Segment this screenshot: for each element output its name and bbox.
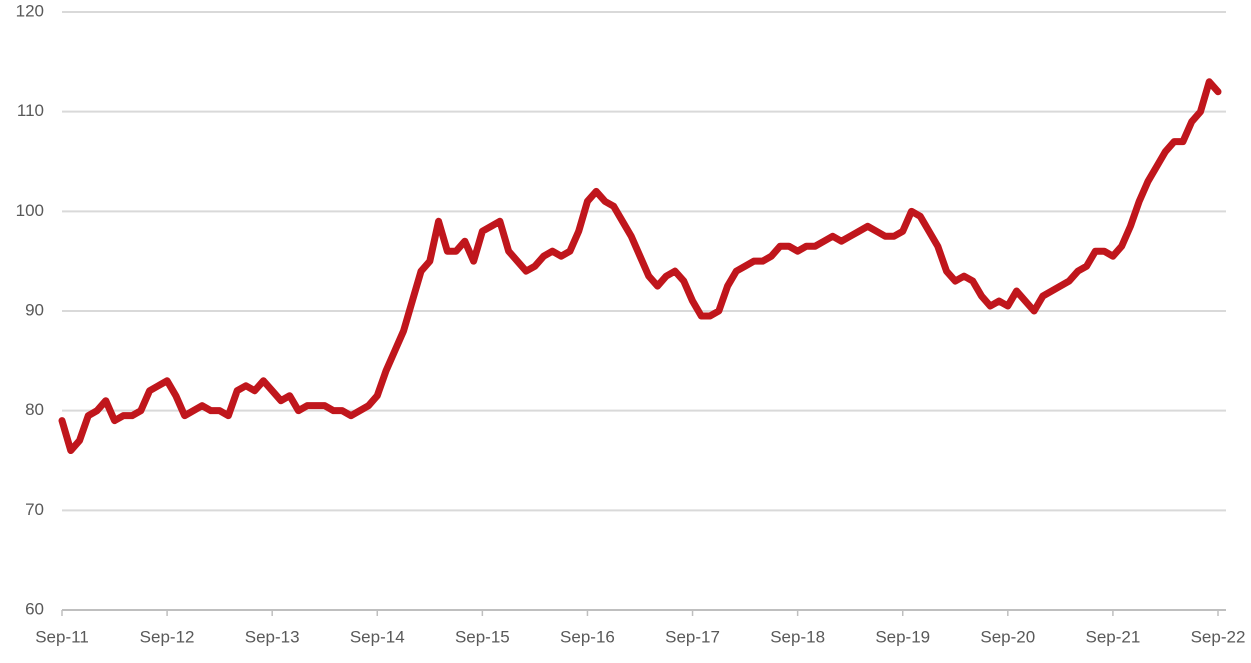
x-tick-label: Sep-21	[1085, 627, 1140, 646]
x-tick-label: Sep-16	[560, 627, 615, 646]
y-tick-label: 120	[16, 1, 44, 20]
x-tick-label: Sep-13	[245, 627, 300, 646]
x-tick-label: Sep-18	[770, 627, 825, 646]
x-tick-label: Sep-15	[455, 627, 510, 646]
y-tick-label: 110	[17, 101, 44, 120]
y-tick-label: 100	[16, 201, 44, 220]
y-tick-label: 90	[25, 300, 44, 319]
x-tick-label: Sep-14	[350, 627, 405, 646]
x-tick-label: Sep-22	[1191, 627, 1246, 646]
x-tick-label: Sep-11	[35, 627, 89, 646]
x-tick-label: Sep-17	[665, 627, 720, 646]
x-tick-label: Sep-20	[980, 627, 1035, 646]
x-tick-label: Sep-19	[875, 627, 930, 646]
data-line	[58, 78, 1222, 455]
x-tick-label: Sep-12	[140, 627, 195, 646]
y-tick-label: 80	[25, 400, 44, 419]
y-tick-label: 70	[25, 500, 44, 519]
y-tick-label: 60	[25, 599, 44, 618]
